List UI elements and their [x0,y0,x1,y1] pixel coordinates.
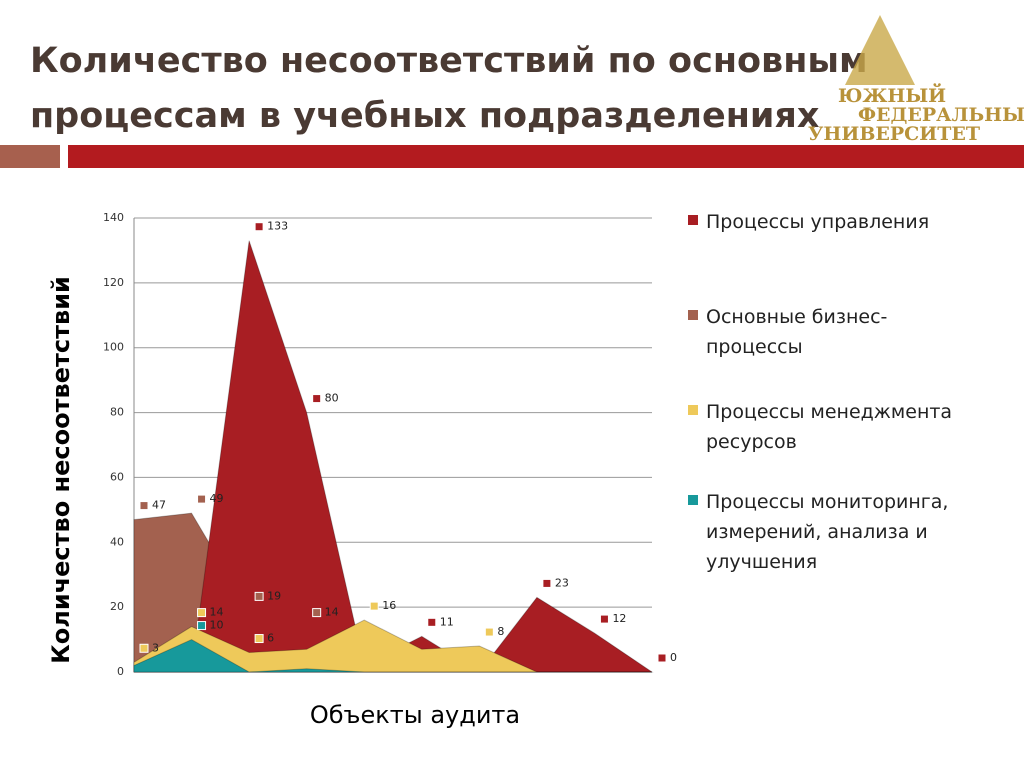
y-tick-label: 100 [103,341,124,354]
label-marker [427,617,437,627]
label-marker [599,614,609,624]
y-tick-label: 120 [103,276,124,289]
legend-marker [688,405,698,415]
legend-label: Основные бизнес-процессы [706,306,888,358]
logo-text: ЮЖНЫЙ [838,83,946,107]
logo-text: УНИВЕРСИТЕТ [808,123,980,145]
label-marker [484,627,494,637]
logo-emblem [845,15,915,85]
label-marker [657,653,667,663]
data-label: 14 [210,606,224,619]
data-label: 3 [152,641,159,654]
data-label: 10 [210,619,224,632]
data-label: 133 [267,220,288,233]
legend-label: Процессы менеджмента ресурсов [706,401,953,453]
legend-label: Процессы управления [706,211,930,233]
area [134,240,654,673]
label-marker [197,494,207,504]
y-axis-title: Количество несоответствий [47,276,75,664]
label-marker [542,578,552,588]
data-label: 16 [382,599,396,612]
y-tick-label: 0 [117,665,124,678]
data-label: 0 [670,651,677,664]
accent-block [0,145,60,168]
data-label: 23 [555,576,569,589]
label-marker [254,591,264,601]
accent-bar [68,145,1024,168]
area [133,639,652,673]
legend-marker [688,495,698,505]
data-label: 14 [325,606,339,619]
legend-label: Процессы мониторинга, измерений, анализа… [706,491,949,573]
legend-marker [688,215,698,225]
label-marker [139,501,149,511]
label-marker [197,608,207,618]
data-label: 11 [440,615,454,628]
x-axis-title: Объекты аудита [310,701,520,729]
y-tick-label: 40 [110,535,124,548]
y-tick-label: 140 [103,211,124,224]
label-marker [197,621,207,631]
label-marker [139,643,149,653]
label-marker [254,634,264,644]
y-tick-label: 20 [110,600,124,613]
y-tick-label: 80 [110,406,124,419]
data-label: 47 [152,499,166,512]
label-marker [369,601,379,611]
legend-marker [688,310,698,320]
title-line: Количество несоответствий по основным [30,41,868,81]
title-line: процессам в учебных подразделениях [30,96,820,136]
logo-text: ФЕДЕРАЛЬНЫЙ [858,102,1024,126]
data-label: 6 [267,632,274,645]
data-label: 80 [325,392,339,405]
data-label: 12 [612,612,626,625]
label-marker [312,394,322,404]
label-marker [312,608,322,618]
y-tick-label: 60 [110,470,124,483]
data-label: 8 [497,625,504,638]
data-label: 19 [267,589,281,602]
label-marker [254,222,264,232]
data-label: 49 [210,492,224,505]
area [133,619,652,673]
